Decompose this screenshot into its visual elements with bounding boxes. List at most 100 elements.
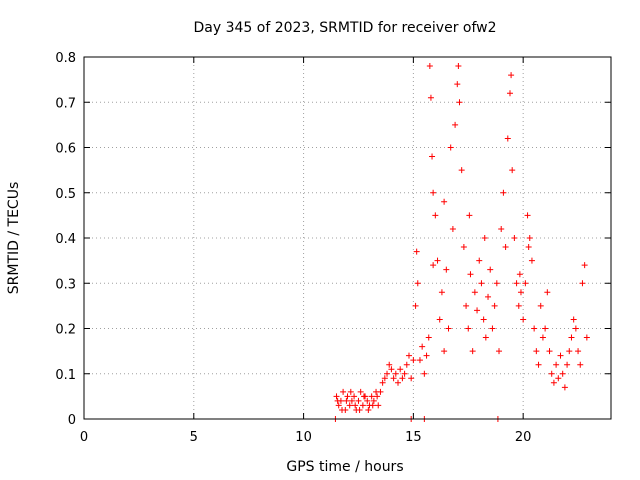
data-point xyxy=(390,375,397,382)
data-point xyxy=(583,334,590,341)
data-point xyxy=(504,135,511,142)
data-point xyxy=(410,357,417,364)
y-tick-label: 0.6 xyxy=(55,142,76,157)
data-point xyxy=(548,370,555,377)
data-point xyxy=(348,397,355,404)
data-point xyxy=(447,144,454,151)
data-point xyxy=(346,402,353,409)
data-point xyxy=(381,375,388,382)
data-point xyxy=(430,262,437,269)
data-point xyxy=(498,225,505,232)
data-point xyxy=(559,370,566,377)
data-point xyxy=(480,316,487,323)
data-point xyxy=(432,212,439,219)
data-point xyxy=(408,375,415,382)
data-point xyxy=(520,316,527,323)
data-point xyxy=(429,153,436,160)
data-point xyxy=(343,397,350,404)
data-point xyxy=(508,72,515,79)
plot-frame xyxy=(83,56,612,420)
data-point xyxy=(511,235,518,241)
data-point xyxy=(423,352,430,359)
data-point xyxy=(474,307,481,314)
data-point xyxy=(506,90,513,97)
data-point xyxy=(509,167,516,174)
y-tick-label: 0.1 xyxy=(55,368,76,383)
data-point xyxy=(550,379,557,386)
data-point xyxy=(351,393,358,400)
data-point xyxy=(478,280,485,287)
data-point xyxy=(441,348,448,355)
data-point xyxy=(379,379,386,386)
data-point xyxy=(455,63,462,70)
data-point xyxy=(405,352,412,359)
data-points xyxy=(332,63,590,422)
data-point xyxy=(553,361,560,368)
data-point xyxy=(568,334,575,341)
data-point xyxy=(425,334,432,341)
data-point xyxy=(347,388,354,395)
data-point xyxy=(517,289,524,296)
data-point xyxy=(471,289,478,296)
y-tick-label: 0.4 xyxy=(55,232,76,247)
data-point xyxy=(374,393,381,400)
data-point xyxy=(397,366,404,373)
data-point xyxy=(515,302,522,309)
data-point xyxy=(430,189,437,196)
data-point xyxy=(516,271,523,278)
data-point xyxy=(414,280,421,287)
x-tick-label: 20 xyxy=(515,430,532,445)
data-point xyxy=(399,375,406,382)
data-point xyxy=(434,257,441,264)
data-point xyxy=(386,361,393,368)
data-point xyxy=(533,348,540,355)
data-point xyxy=(535,361,542,368)
data-point xyxy=(525,244,532,251)
data-point xyxy=(456,99,463,106)
data-point xyxy=(546,348,553,355)
data-point xyxy=(579,280,586,287)
x-tick-label: 5 xyxy=(190,430,198,445)
data-point xyxy=(577,361,584,368)
chart-title: Day 345 of 2023, SRMTID for receiver ofw… xyxy=(193,20,496,36)
tick-labels: 0 5 10 15 20 0 0.1 0.2 0.3 0.4 0.5 0.6 0.7 0.8 xyxy=(55,51,531,445)
y-tick-label: 0.7 xyxy=(55,96,76,111)
data-point xyxy=(364,397,371,404)
data-point xyxy=(421,370,428,377)
data-point xyxy=(481,235,488,241)
data-point xyxy=(493,280,500,287)
data-point xyxy=(467,271,474,278)
data-point xyxy=(476,257,483,264)
data-point xyxy=(413,248,420,255)
data-point xyxy=(360,393,367,400)
data-point xyxy=(466,212,473,219)
data-point xyxy=(454,81,461,88)
data-point xyxy=(370,397,377,404)
data-point xyxy=(526,235,533,241)
data-point xyxy=(513,280,520,287)
data-point xyxy=(344,393,351,400)
data-point xyxy=(482,334,489,341)
data-point xyxy=(392,370,399,377)
data-point xyxy=(570,316,577,323)
data-point xyxy=(564,361,571,368)
data-point xyxy=(561,384,568,391)
x-tick-label: 15 xyxy=(405,430,422,445)
data-point xyxy=(452,121,459,128)
data-point xyxy=(502,244,509,251)
data-point xyxy=(485,293,492,300)
data-point xyxy=(487,266,494,273)
data-point xyxy=(496,348,503,355)
x-tick-label: 10 xyxy=(295,430,312,445)
data-point xyxy=(539,334,546,341)
y-tick-label: 0.3 xyxy=(55,277,76,292)
data-point xyxy=(460,244,467,251)
data-point xyxy=(416,357,423,364)
data-point xyxy=(445,325,452,332)
data-point xyxy=(465,325,472,332)
data-point xyxy=(531,325,538,332)
data-point xyxy=(377,388,384,395)
data-point xyxy=(355,397,362,404)
data-point xyxy=(542,325,549,332)
